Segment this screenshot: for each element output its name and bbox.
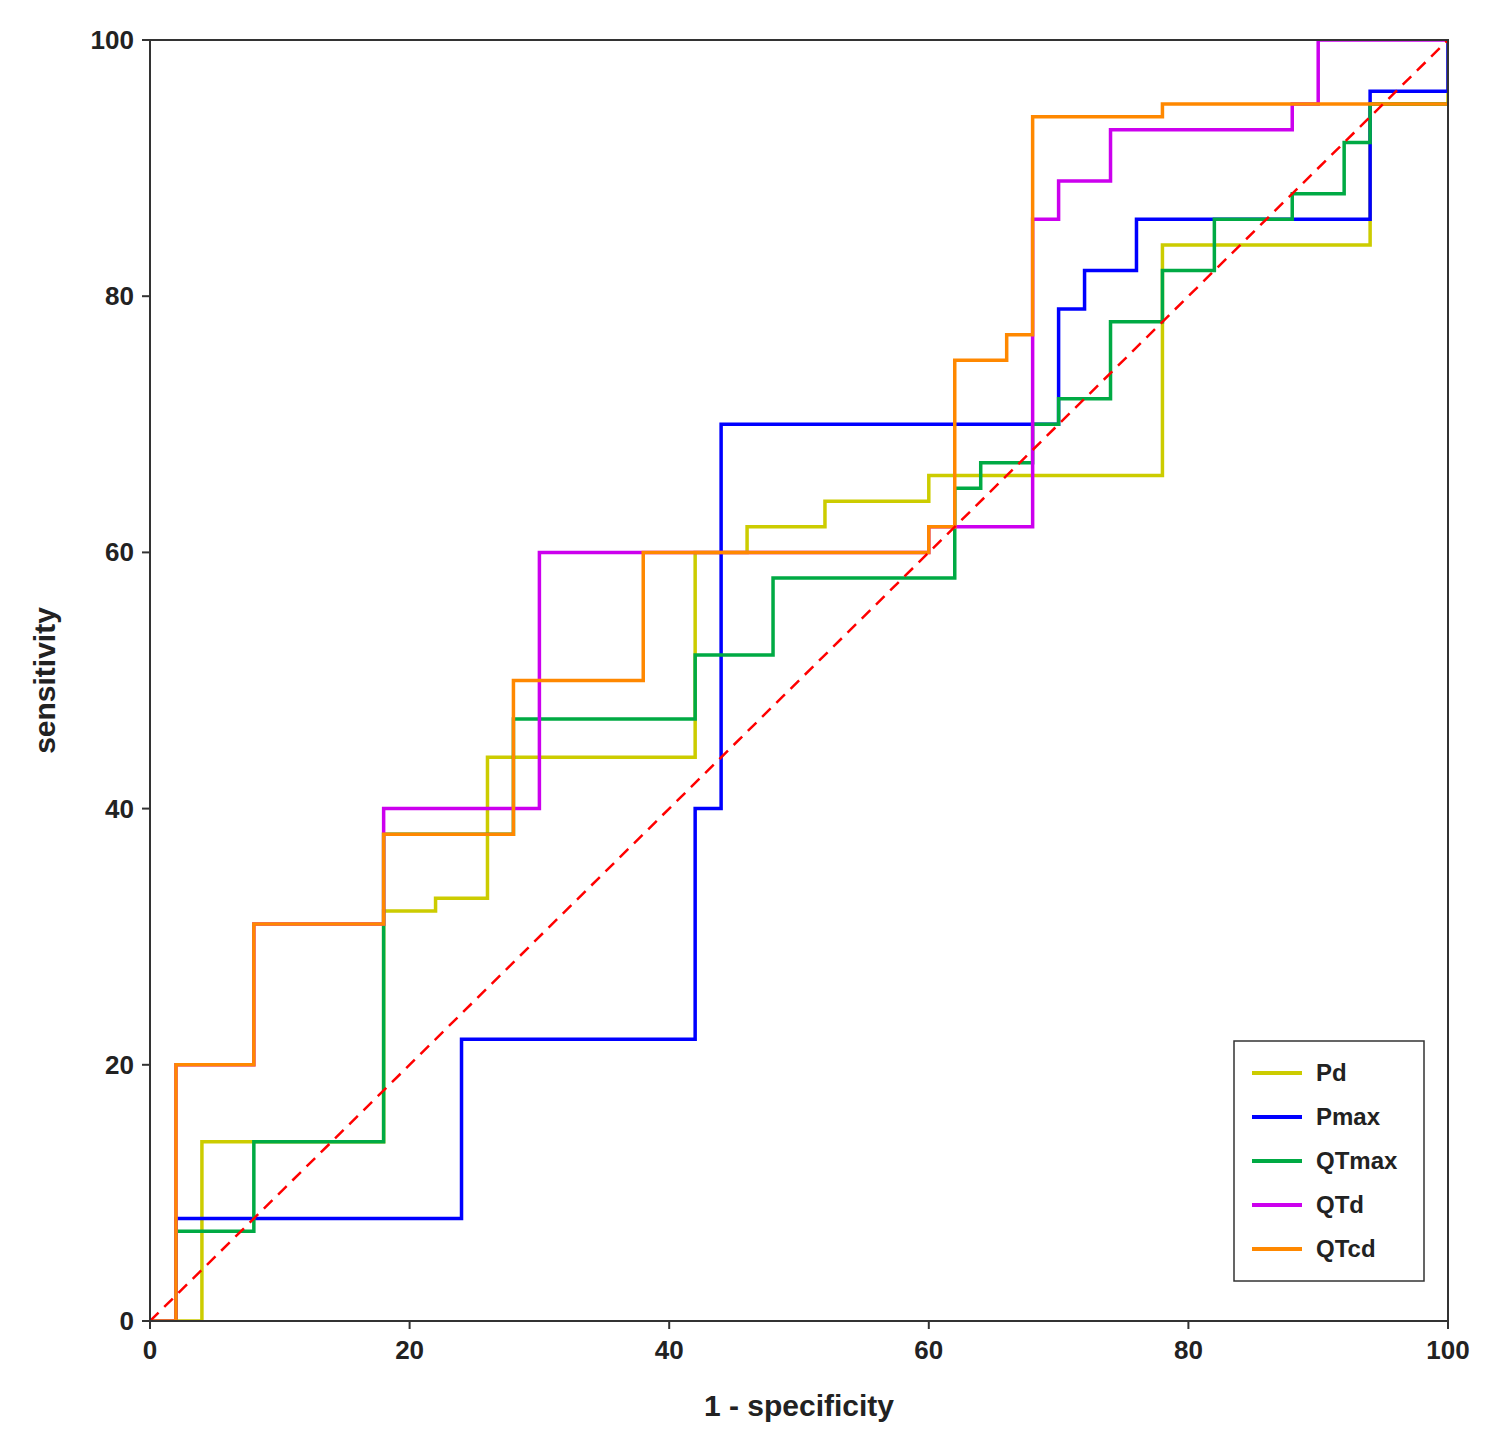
chart: 0 20 40 60 80 100 0 20 40 60 80 100 1 - specificity s… [0, 0, 1488, 1451]
y-axis-label: sensitivity [28, 607, 61, 754]
background [0, 0, 1488, 1451]
legend-swatch [1252, 1159, 1302, 1163]
y-tick-label: 40 [105, 794, 134, 824]
legend-label: Pmax [1316, 1103, 1381, 1130]
x-tick [1187, 1321, 1189, 1329]
y-tick [142, 1064, 150, 1066]
axes: 0 20 40 60 80 100 0 20 40 60 80 100 [91, 25, 1470, 1365]
y-tick [142, 39, 150, 41]
x-axis-label: 1 - specificity [704, 1389, 894, 1422]
x-tick [149, 1321, 151, 1329]
y-tick-label: 0 [120, 1306, 134, 1336]
legend-label: Pd [1316, 1059, 1347, 1086]
x-tick-label: 100 [1426, 1335, 1469, 1365]
legend: Pd Pmax QTmax QTd QTcd [1234, 1041, 1424, 1281]
legend-label: QTcd [1316, 1235, 1376, 1262]
plot-area [150, 40, 1448, 1321]
legend-frame [1234, 1041, 1424, 1281]
x-tick [1447, 1321, 1449, 1329]
x-tick-label: 0 [143, 1335, 157, 1365]
y-tick [142, 808, 150, 810]
y-tick-label: 80 [105, 281, 134, 311]
legend-label: QTmax [1316, 1147, 1398, 1174]
x-tick-label: 20 [395, 1335, 424, 1365]
legend-swatch [1252, 1247, 1302, 1251]
y-tick [142, 551, 150, 553]
legend-label: QTd [1316, 1191, 1364, 1218]
step-line [150, 104, 1448, 1321]
x-tick [409, 1321, 411, 1329]
y-tick-label: 60 [105, 537, 134, 567]
x-tick [668, 1321, 670, 1329]
legend-swatch [1252, 1071, 1302, 1075]
step-line [150, 40, 1448, 1321]
y-tick-label: 20 [105, 1050, 134, 1080]
x-tick-label: 80 [1174, 1335, 1203, 1365]
x-tick-label: 60 [914, 1335, 943, 1365]
legend-swatch [1252, 1115, 1302, 1119]
y-tick [142, 295, 150, 297]
step-line [150, 40, 1448, 1321]
legend-swatch [1252, 1203, 1302, 1207]
x-tick-label: 40 [655, 1335, 684, 1365]
step-line [150, 104, 1448, 1321]
y-tick [142, 1320, 150, 1322]
reference-line [150, 40, 1448, 1321]
plot-frame [150, 40, 1448, 1321]
step-line [150, 40, 1448, 1321]
x-tick [928, 1321, 930, 1329]
y-tick-label: 100 [91, 25, 134, 55]
